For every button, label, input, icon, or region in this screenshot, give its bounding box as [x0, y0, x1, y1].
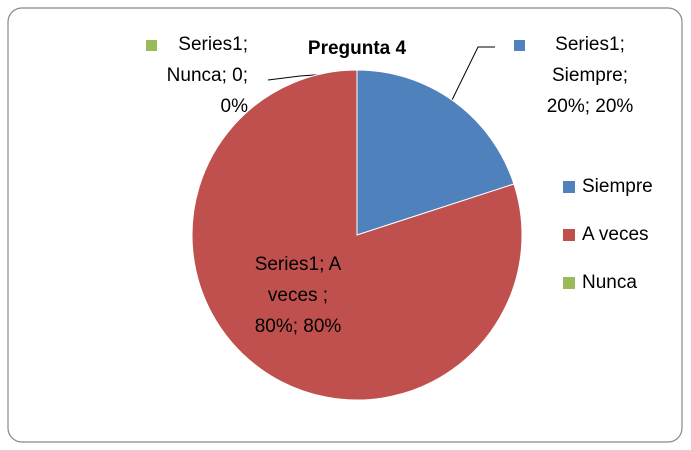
legend-key — [563, 181, 575, 193]
data-label: Series1; Nunca; 0; 0% — [167, 34, 248, 117]
legend-key — [563, 229, 575, 241]
pie-slice — [356, 69, 515, 236]
legend-label: Nunca — [582, 272, 637, 293]
legend-key — [563, 277, 575, 289]
label-key — [514, 40, 525, 51]
pie-slice — [191, 69, 523, 401]
legend-label: Siempre — [582, 176, 653, 197]
chart-title: Pregunta 4 — [308, 38, 407, 59]
leader-line — [451, 46, 495, 101]
label-key — [146, 40, 157, 51]
legend-label: A veces — [582, 224, 649, 245]
data-label: Series1; Siempre; 20%; 20% — [547, 34, 634, 117]
